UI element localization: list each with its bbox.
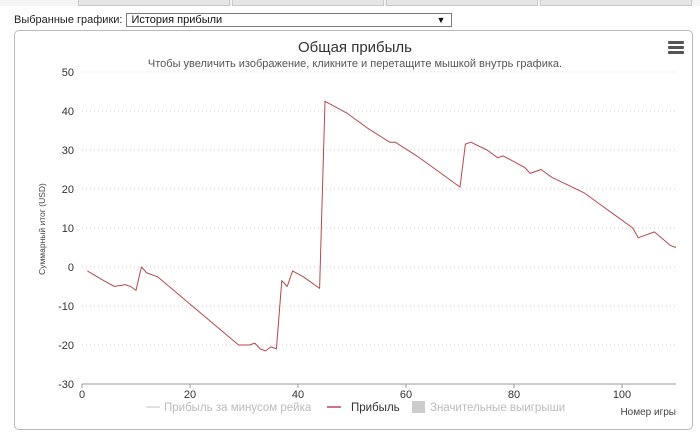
y-tick-labels: -30 -20 -10 0 10 20 30 40 50	[58, 67, 74, 391]
y-tick-label: 50	[62, 67, 74, 79]
series-group	[87, 100, 677, 352]
series-line-profit[interactable]	[87, 100, 677, 352]
chart-panel	[14, 30, 693, 430]
y-tick-label: -20	[58, 340, 74, 352]
x-tick-label: 80	[508, 389, 520, 401]
legend-item-label[interactable]: Прибыль за минусом рейка	[164, 402, 312, 414]
y-tick-label: 0	[68, 262, 74, 274]
legend-item-label[interactable]: Прибыль	[351, 402, 400, 414]
y-tick-label: 20	[62, 184, 74, 196]
x-tick-label: 40	[292, 389, 304, 401]
top-tab[interactable]	[232, 0, 384, 6]
chart-title: Общая прибыль	[298, 39, 412, 56]
chart-grid	[82, 71, 676, 346]
y-tick-label: 30	[62, 145, 74, 157]
legend: Прибыль за минусом рейка Прибыль Значитель…	[146, 401, 565, 414]
chart-selector-row: Выбранные графики: История прибыли ▼	[14, 12, 453, 28]
x-axis-label: Номер игры	[620, 407, 676, 418]
chart-subtitle: Чтобы увеличить изображение, кликните и …	[148, 58, 562, 70]
x-tick-labels: 0 20 40 60 80 100	[79, 384, 631, 401]
top-tab[interactable]	[78, 0, 230, 6]
y-axis-label: Суммарный итог (USD)	[37, 183, 47, 275]
x-tick-label: 0	[79, 389, 85, 401]
chart-selector-label: Выбранные графики:	[14, 14, 123, 26]
top-tab[interactable]	[386, 0, 538, 6]
x-tick-label: 20	[184, 389, 196, 401]
x-tick-label: 100	[613, 389, 631, 401]
chart-selector-value: История прибыли	[131, 14, 223, 26]
y-tick-label: 10	[62, 223, 74, 235]
top-tab[interactable]	[540, 0, 692, 6]
chart-selector-dropdown[interactable]: История прибыли ▼	[126, 13, 453, 27]
legend-box-marker	[412, 401, 425, 413]
y-tick-label: -30	[58, 379, 74, 391]
x-tick-label: 60	[400, 389, 412, 401]
y-tick-label: 40	[62, 106, 74, 118]
legend-item-label[interactable]: Значительные выигрыши	[430, 402, 565, 414]
dropdown-arrow-icon[interactable]: ▼	[436, 15, 446, 25]
chart-menu-icon[interactable]	[668, 41, 684, 54]
top-tab-strip	[0, 0, 700, 6]
y-tick-label: -10	[58, 301, 74, 313]
